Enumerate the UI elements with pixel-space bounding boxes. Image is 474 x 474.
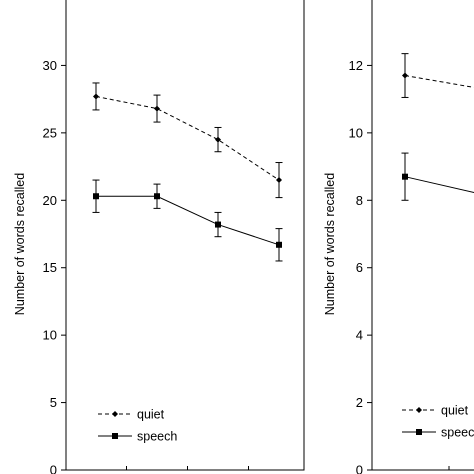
y-axis-label: Number of words recalled bbox=[13, 173, 27, 315]
y-tick-label: 0 bbox=[50, 463, 57, 474]
data-point-quiet bbox=[215, 136, 221, 143]
y-tick-label: 20 bbox=[43, 193, 57, 208]
y-tick-label: 0 bbox=[356, 463, 363, 474]
y-tick-label: 2 bbox=[356, 395, 363, 410]
series-line-quiet bbox=[404, 75, 474, 88]
data-point-speech bbox=[215, 221, 221, 228]
plot-frame bbox=[65, 0, 305, 471]
series-line-speech bbox=[96, 195, 280, 246]
y-tick-label: 8 bbox=[356, 193, 363, 208]
y-tick-label: 15 bbox=[43, 260, 57, 275]
y-tick-label: 10 bbox=[43, 328, 57, 343]
chart-panel-left: 0 5 10 15 20 25 30 Number of words recalled quie… bbox=[13, 0, 305, 474]
plot-frame bbox=[371, 0, 474, 471]
data-point-speech bbox=[93, 193, 99, 200]
y-tick-label: 4 bbox=[356, 328, 363, 343]
legend-label: quiet bbox=[441, 404, 469, 418]
data-point-speech bbox=[402, 173, 408, 180]
y-tick-label: 5 bbox=[50, 395, 57, 410]
legend-marker-speech bbox=[416, 429, 422, 435]
y-tick-label: 30 bbox=[43, 58, 57, 73]
data-point-speech bbox=[276, 241, 282, 248]
y-tick-label: 12 bbox=[349, 58, 363, 73]
series-line-speech bbox=[404, 176, 474, 194]
y-tick-label: 25 bbox=[43, 125, 57, 140]
series-line-quiet bbox=[95, 95, 280, 181]
y-axis-label: Number of words recalled bbox=[323, 173, 337, 315]
data-point-quiet bbox=[154, 105, 160, 112]
data-point-quiet bbox=[276, 177, 282, 184]
legend-label: speec bbox=[441, 426, 474, 440]
chart-panel-right: 0 2 4 6 8 10 12 Number of words recalled quiet sp… bbox=[323, 0, 474, 474]
data-point-quiet bbox=[93, 93, 99, 100]
y-tick-label: 6 bbox=[356, 260, 363, 275]
data-point-speech bbox=[154, 193, 160, 200]
legend-label: quiet bbox=[137, 408, 165, 422]
y-tick-label: 10 bbox=[349, 125, 363, 140]
legend-marker-speech bbox=[112, 433, 118, 439]
legend-marker-quiet bbox=[416, 407, 422, 413]
data-point-quiet bbox=[402, 72, 408, 79]
legend-label: speech bbox=[137, 430, 177, 444]
legend-marker-quiet bbox=[112, 411, 118, 417]
